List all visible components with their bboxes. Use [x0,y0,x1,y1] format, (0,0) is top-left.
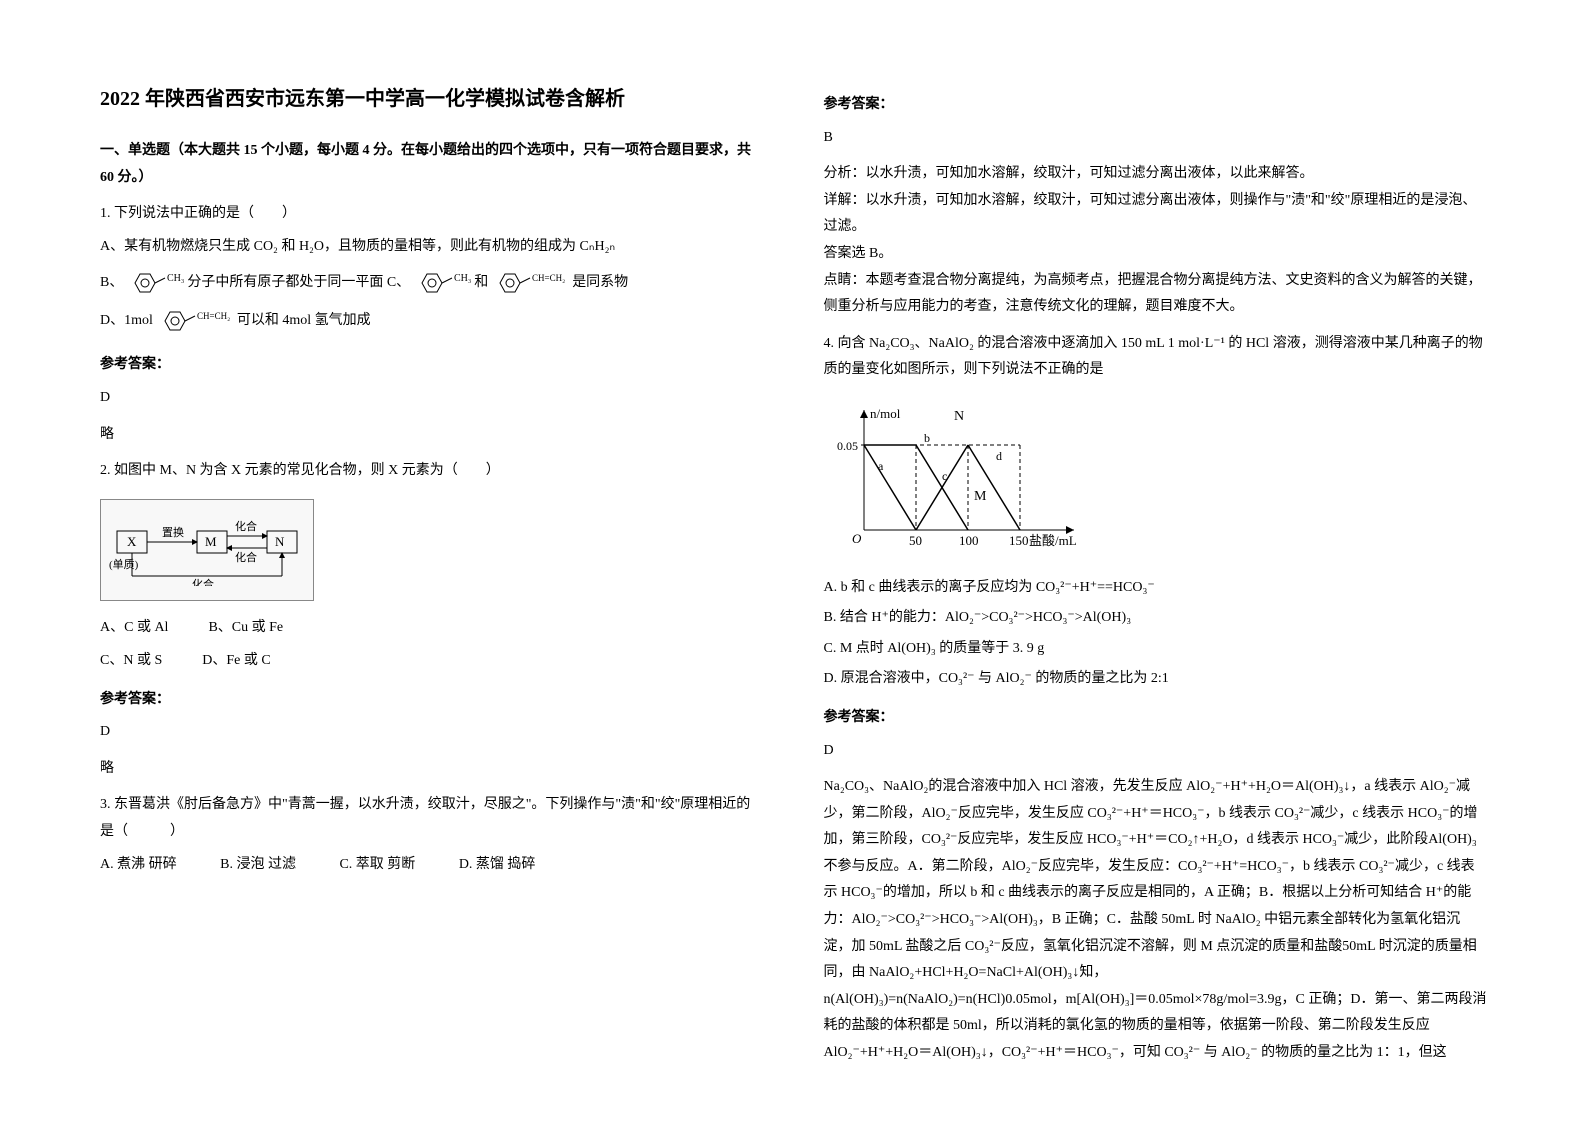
chart-o: O [852,531,862,546]
svg-text:CH=CH₂: CH=CH₂ [197,311,230,321]
svg-text:CH₃: CH₃ [167,273,184,284]
q3-opts: A. 煮沸 研碎 B. 浸泡 过滤 C. 萃取 剪断 D. 蒸馏 捣碎 [100,852,764,879]
q3-ans-label: 参考答案： [824,92,1488,119]
chart-x150: 150 [1009,533,1029,548]
q3-dianjing: 点睛：本题考查混合物分离提纯，为高频考点，把握混合物分离提纯方法、文史资料的含义… [824,268,1488,321]
q4-exp: Na₂CO₃、NaAlO₂的混合溶液中加入 HCl 溶液，先发生反应 AlO₂⁻… [824,774,1488,987]
q2-ans: D [100,719,764,746]
q2-opt-a: A、C 或 Al [100,615,168,642]
diag-m: M [205,534,217,549]
svg-text:CH₃: CH₃ [454,273,471,284]
q3-daan: 答案选 B。 [824,241,1488,268]
q1-b-pre: B、 [100,270,123,297]
diag-n: N [275,534,285,549]
q1-opt-c: C、 CH₃ 和 CH=CH₂ 是同系物 [387,268,628,298]
section-heading: 一、单选题（本大题共 15 个小题，每小题 4 分。在每小题给出的四个选项中，只… [100,138,764,191]
page-title: 2022 年陕西省西安市远东第一中学高一化学模拟试卷含解析 [100,80,764,118]
diag-huahe1: 化合 [235,519,257,533]
chart-ytick: 0.05 [837,439,858,453]
chart-b: b [924,431,930,445]
q3-fenxi: 分析：以水升渍，可知加水溶解，绞取汁，可知过滤分离出液体，以此来解答。 [824,161,1488,188]
q4-ans-label: 参考答案： [824,705,1488,732]
benzene-ch3-icon: CH₃ [125,268,185,298]
q1-d-post: 可以和 4mol 氢气加成 [237,308,371,335]
q1-b-post: 分子中所有原子都处于同一平面 [187,270,383,297]
q2-ans-label: 参考答案： [100,687,764,714]
benzene-ch3-icon-2: CH₃ [412,268,472,298]
q4-exp2: n(Al(OH)₃)=n(NaAlO₂)=n(HCl)0.05mol，m[Al(… [824,987,1488,1067]
chart-a: a [878,459,884,473]
q2-opts-row1: A、C 或 Al B、Cu 或 Fe [100,615,764,642]
q2-exp: 略 [100,756,764,783]
benzene-vinyl-icon-2: CH=CH₂ [155,306,235,336]
q1-exp: 略 [100,422,764,449]
q2-opts-row2: C、N 或 S D、Fe 或 C [100,648,764,675]
diag-huahe2: 化合 [235,550,257,564]
q2-stem: 2. 如图中 M、N 为含 X 元素的常见化合物，则 X 元素为（ ） [100,458,764,485]
chart-x50: 50 [909,533,922,548]
q3-opt-d: D. 蒸馏 捣碎 [459,857,536,872]
q1-stem: 1. 下列说法中正确的是（ ） [100,201,764,228]
chart-ylab: n/mol [870,406,901,421]
diag-x: X [127,534,137,549]
q3-opt-a: A. 煮沸 研碎 [100,857,177,872]
q3-opt-c: C. 萃取 剪断 [339,857,415,872]
q1-opt-a: A、某有机物燃烧只生成 CO₂ 和 H₂O，且物质的量相等，则此有机物的组成为 … [100,234,764,261]
chart-N: N [954,409,964,424]
q1-c-pre: C、 [387,270,410,297]
q4-opt-a: A. b 和 c 曲线表示的离子反应均为 CO₃²⁻+H⁺==HCO₃⁻ [824,575,1488,602]
q4-opt-b: B. 结合 H⁺的能力：AlO₂⁻>CO₃²⁻>HCO₃⁻>Al(OH)₃ [824,605,1488,632]
q3-ans: B [824,125,1488,152]
diag-huahe3: 化合 [192,577,214,586]
q3-opt-b: B. 浸泡 过滤 [220,857,296,872]
diag-danzhi: (单质) [109,558,139,571]
q2-opt-d: D、Fe 或 C [202,648,270,675]
q1-ans: D [100,385,764,412]
q1-opt-d: D、1mol CH=CH₂ 可以和 4mol 氢气加成 [100,306,371,336]
q4-stem: 4. 向含 Na₂CO₃、NaAlO₂ 的混合溶液中逐滴加入 150 mL 1 … [824,331,1488,384]
q1-c-mid: 和 [474,270,488,297]
q3-xiangjie: 详解：以水升渍，可知加水溶解，绞取汁，可知过滤分离出液体，则操作与"渍"和"绞"… [824,188,1488,241]
q4-chart: n/mol 盐酸/mL 0.05 O 50 100 150 a b c d N … [834,400,1094,550]
q2-diagram: X (单质) 置换 M 化合 化合 N 化合 [100,499,314,602]
chart-d: d [996,449,1002,463]
q4-opt-c: C. M 点时 Al(OH)₃ 的质量等于 3. 9 g [824,636,1488,663]
chart-M: M [974,489,987,504]
chart-x100: 100 [959,533,979,548]
q2-opt-c: C、N 或 S [100,648,162,675]
left-column: 2022 年陕西省西安市远东第一中学高一化学模拟试卷含解析 一、单选题（本大题共… [100,80,764,1082]
q3-stem: 3. 东晋葛洪《肘后备急方》中"青蒿一握，以水升渍，绞取汁，尽服之"。下列操作与… [100,792,764,845]
q4-ans: D [824,738,1488,765]
q1-opt-b: B、 CH₃ 分子中所有原子都处于同一平面 [100,268,383,298]
chart-c: c [942,469,947,483]
q2-opt-b: B、Cu 或 Fe [208,615,283,642]
q1-d-pre: D、1mol [100,308,153,335]
q2-diagram-svg: X (单质) 置换 M 化合 化合 N 化合 [107,506,307,586]
svg-text:CH=CH₂: CH=CH₂ [532,273,565,283]
right-column: 参考答案： B 分析：以水升渍，可知加水溶解，绞取汁，可知过滤分离出液体，以此来… [824,80,1488,1082]
chart-xlab: 盐酸/mL [1029,533,1077,548]
diag-zhihuan: 置换 [162,525,184,539]
benzene-vinyl-icon: CH=CH₂ [490,268,570,298]
q1-ans-label: 参考答案： [100,352,764,379]
q1-c-post: 是同系物 [572,270,628,297]
q4-opt-d: D. 原混合溶液中，CO₃²⁻ 与 AlO₂⁻ 的物质的量之比为 2:1 [824,666,1488,693]
